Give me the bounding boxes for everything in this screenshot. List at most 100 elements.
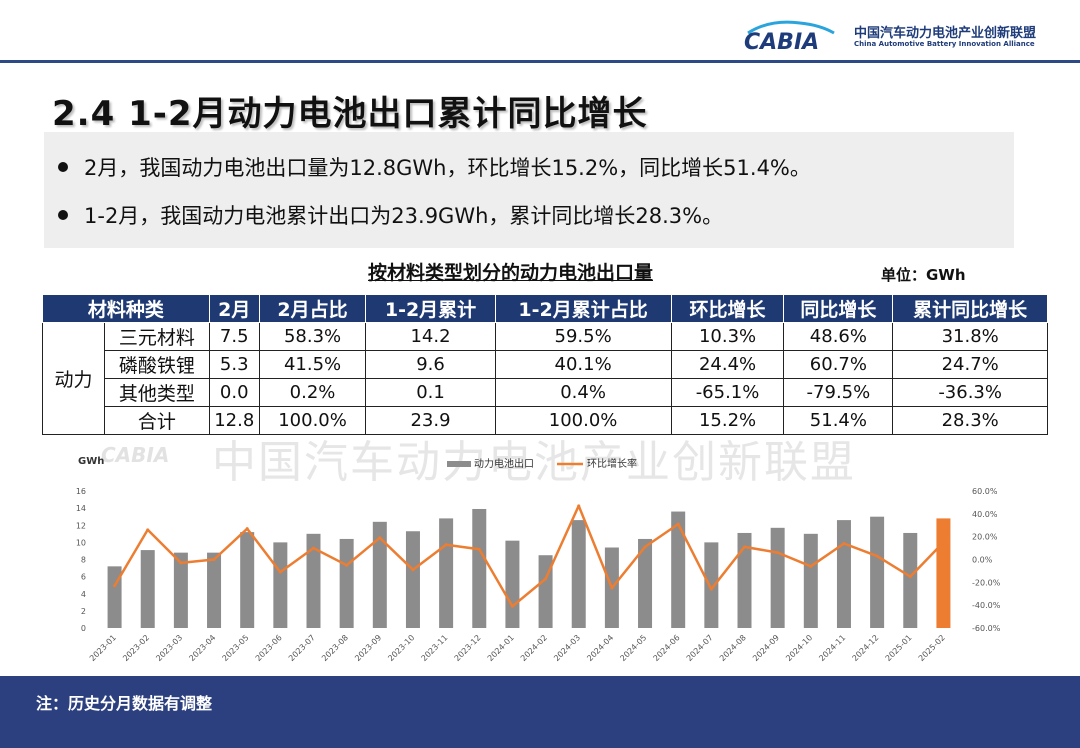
table-cell: 0.4% bbox=[494, 378, 672, 407]
growth-rate-point bbox=[743, 545, 746, 549]
table-cell: 40.1% bbox=[494, 350, 672, 379]
bullet-text: 2月，我国动力电池出口量为12.8GWh，环比增长15.2%，同比增长51.4%… bbox=[84, 156, 811, 180]
group-cell: 动力 bbox=[41, 322, 106, 435]
x-tick-label: 2024-02 bbox=[519, 633, 549, 663]
cabia-logo-mark: CABIA bbox=[744, 20, 835, 52]
y-tick-label: 4 bbox=[81, 590, 86, 599]
x-tick-label: 2023-10 bbox=[386, 633, 416, 663]
y-tick-label: 16 bbox=[76, 487, 86, 496]
brand-name-cn: 中国汽车动力电池产业创新联盟 bbox=[854, 26, 1037, 41]
svg-text:CABIA: CABIA bbox=[744, 30, 819, 52]
x-tick-label: 2023-12 bbox=[453, 633, 483, 663]
growth-rate-point bbox=[875, 554, 879, 558]
table-cell: 31.8% bbox=[892, 322, 1048, 351]
y-tick-label: 8 bbox=[81, 556, 86, 565]
y2-tick-label: -20.0% bbox=[972, 578, 1001, 587]
x-tick-label: 2023-09 bbox=[353, 633, 383, 663]
bar bbox=[737, 532, 752, 628]
footer-bar: 注：历史分月数据有调整 bbox=[0, 676, 1080, 748]
bar bbox=[671, 511, 686, 628]
table-cell: -65.1% bbox=[670, 378, 785, 407]
table-row: 合计 12.8 100.0% 23.9 100.0% 15.2% 51.4% 2… bbox=[43, 406, 1048, 435]
table-cell: 48.6% bbox=[783, 322, 894, 351]
bar bbox=[870, 516, 885, 628]
x-tick-label: 2023-05 bbox=[221, 633, 251, 663]
growth-rate-point bbox=[941, 540, 945, 544]
growth-rate-point bbox=[510, 604, 514, 608]
x-tick-label: 2024-07 bbox=[685, 633, 715, 663]
y-tick-label: 14 bbox=[76, 504, 86, 513]
table-cell: -79.5% bbox=[783, 378, 894, 407]
table-cell: 0.0 bbox=[208, 378, 260, 407]
growth-rate-point bbox=[212, 558, 216, 561]
x-tick-label: 2024-05 bbox=[618, 633, 648, 663]
x-tick-label: 2024-06 bbox=[652, 633, 682, 663]
bullet-text: 1-2月，我国动力电池累计出口为23.9GWh，累计同比增长28.3%。 bbox=[84, 204, 724, 228]
table-header-row: 材料种类 2月 2月占比 1-2月累计 1-2月累计占比 环比增长 同比增长 累… bbox=[42, 294, 1048, 323]
growth-rate-point bbox=[610, 586, 614, 590]
x-tick-label: 2023-06 bbox=[254, 633, 284, 663]
growth-rate-point bbox=[676, 522, 680, 526]
material-cell: 三元材料 bbox=[104, 322, 210, 351]
y-tick-label: 2 bbox=[81, 607, 86, 616]
material-cell: 磷酸铁锂 bbox=[104, 350, 210, 379]
bar bbox=[140, 550, 155, 628]
page-title: 2.4 1-2月动力电池出口累计同比增长 bbox=[52, 94, 648, 134]
bar bbox=[704, 542, 719, 628]
bar bbox=[339, 538, 354, 628]
growth-rate-line bbox=[113, 504, 945, 608]
table-cell: 5.3 bbox=[208, 350, 260, 379]
bullet-dot-icon bbox=[58, 210, 68, 220]
x-tick-label: 2024-12 bbox=[851, 633, 881, 663]
table-row: 动力 三元材料 7.5 58.3% 14.2 59.5% 10.3% 48.6%… bbox=[41, 322, 1048, 435]
bar bbox=[207, 552, 222, 628]
legend-line-label: 环比增长率 bbox=[587, 457, 637, 470]
bar bbox=[803, 533, 818, 628]
summary-box: 2月，我国动力电池出口量为12.8GWh，环比增长15.2%，同比增长51.4%… bbox=[44, 132, 1014, 248]
header-cell: 1-2月累计占比 bbox=[494, 294, 672, 323]
bar bbox=[505, 540, 520, 628]
brand-name-en: China Automotive Battery Innovation Alli… bbox=[854, 40, 1035, 48]
x-tick-label: 2025-02 bbox=[917, 633, 947, 663]
bar bbox=[571, 520, 586, 628]
header-cell: 累计同比增长 bbox=[892, 294, 1048, 323]
x-tick-label: 2023-11 bbox=[420, 633, 450, 663]
table-cell: 23.9 bbox=[365, 406, 496, 435]
table-cell: 60.7% bbox=[783, 350, 894, 379]
material-cell: 其他类型 bbox=[104, 378, 210, 407]
growth-rate-point bbox=[908, 575, 912, 579]
x-tick-label: 2024-03 bbox=[552, 633, 582, 663]
growth-rate-point bbox=[146, 528, 150, 532]
growth-rate-point bbox=[544, 577, 548, 581]
x-tick-label: 2023-04 bbox=[187, 633, 217, 663]
y2-tick-label: 60.0% bbox=[972, 487, 998, 496]
bar bbox=[405, 531, 420, 628]
y2-tick-label: 0.0% bbox=[972, 556, 993, 565]
growth-rate-point bbox=[842, 542, 846, 546]
bar bbox=[273, 542, 288, 628]
x-tick-label: 2024-11 bbox=[817, 633, 847, 663]
x-tick-label: 2023-02 bbox=[121, 633, 151, 663]
table-title: 按材料类型划分的动力电池出口量 bbox=[368, 262, 654, 284]
table-cell: -36.3% bbox=[892, 378, 1048, 407]
growth-rate-point bbox=[709, 587, 713, 591]
chart-legend: 动力电池出口 环比增长率 bbox=[447, 457, 637, 470]
bar bbox=[836, 520, 851, 628]
bar bbox=[173, 552, 188, 628]
header-cell: 同比增长 bbox=[783, 294, 894, 323]
table-cell: 58.3% bbox=[258, 322, 367, 351]
x-tick-label: 2024-01 bbox=[486, 633, 516, 663]
material-cell: 合计 bbox=[104, 406, 210, 435]
y-tick-label: 0 bbox=[81, 624, 86, 633]
growth-rate-point bbox=[345, 563, 349, 567]
y-axis-label: GWh bbox=[78, 456, 104, 467]
cabia-logo: CABIA 中国汽车动力电池产业创新联盟 China Automotive Ba… bbox=[740, 18, 1060, 56]
bar bbox=[770, 527, 785, 628]
footer-note: 注：历史分月数据有调整 bbox=[36, 694, 213, 713]
x-tick-label: 2023-01 bbox=[88, 633, 118, 663]
growth-rate-point bbox=[577, 504, 581, 508]
table-cell: 14.2 bbox=[365, 322, 496, 351]
y2-tick-label: -40.0% bbox=[972, 601, 1001, 610]
y2-tick-label: 40.0% bbox=[972, 510, 998, 519]
header-cell: 环比增长 bbox=[670, 294, 785, 323]
